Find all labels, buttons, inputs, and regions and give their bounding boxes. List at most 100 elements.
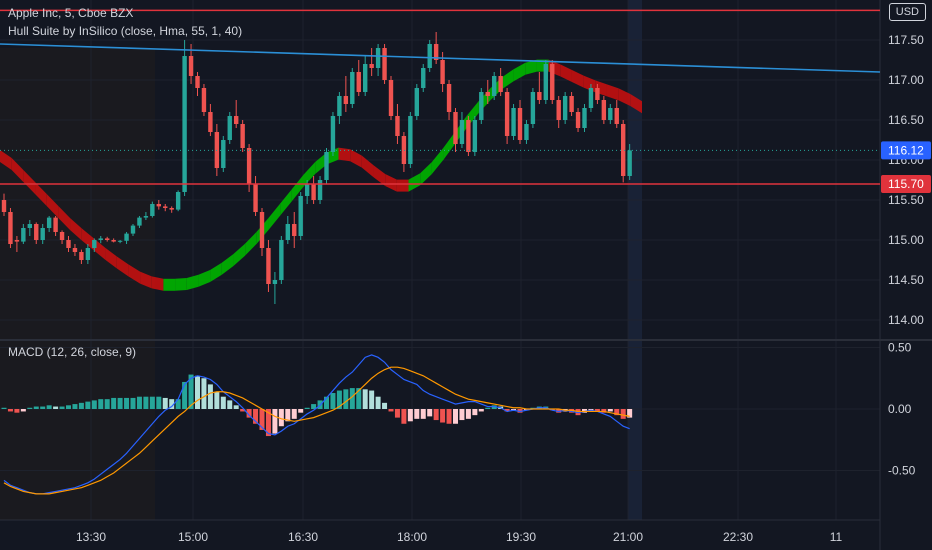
macd-histogram-bar (46, 405, 52, 409)
macd-histogram-bar (420, 409, 426, 419)
candle-body (46, 217, 52, 228)
macd-histogram-bar (491, 405, 497, 409)
candle-body (208, 112, 213, 132)
macd-legend: MACD (12, 26, close, 9) (8, 345, 137, 359)
macd-histogram-bar (478, 409, 484, 412)
hull-band-segment (58, 206, 71, 230)
candle-body (575, 112, 581, 128)
time-tick-label: 19:30 (506, 530, 536, 544)
candle-body (201, 88, 207, 112)
hull-band-segment (525, 59, 537, 75)
candle-body (446, 84, 452, 112)
candle-body (556, 100, 561, 120)
candle-body (388, 80, 394, 116)
price-tick-label: 117.50 (888, 33, 924, 47)
candle-body (259, 212, 265, 248)
candle-body (227, 116, 232, 140)
price-tick-label: 115.00 (888, 233, 924, 247)
macd-histogram-bar (136, 396, 142, 409)
macd-histogram-bar (440, 409, 446, 423)
macd-histogram-bar (369, 390, 375, 409)
hull-band-segment (443, 131, 456, 160)
time-tick-label: 15:00 (178, 530, 208, 544)
price-tick-label: 116.50 (888, 113, 924, 127)
hull-band-segment (513, 62, 526, 82)
candle-body (253, 184, 258, 212)
candle-body (92, 240, 97, 248)
candle-body (369, 64, 374, 68)
candle-body (221, 140, 226, 168)
candle-body (292, 224, 297, 236)
macd-histogram-bar (356, 388, 362, 409)
macd-tick-label: 0.00 (888, 402, 912, 416)
macd-histogram-bar (324, 396, 329, 409)
candle-body (304, 184, 310, 196)
time-tick-label: 22:30 (723, 530, 753, 544)
candle-body (298, 196, 303, 236)
hull-band-segment (560, 64, 572, 82)
candle-body (240, 124, 245, 148)
candle-body (350, 72, 355, 104)
macd-histogram-bar (59, 406, 65, 409)
macd-histogram-bar (330, 393, 336, 409)
candle-body (614, 108, 619, 124)
candle-body (343, 96, 349, 104)
macd-histogram-bar (394, 409, 400, 418)
macd-histogram-bar (124, 397, 130, 409)
candle-body (150, 204, 155, 216)
macd-tick-label: -0.50 (888, 464, 916, 478)
macd-histogram-bar (427, 409, 433, 417)
macd-histogram-bar (85, 401, 91, 409)
macd-histogram-bar (98, 399, 104, 409)
currency-badge[interactable]: USD (888, 3, 926, 21)
candle-body (498, 76, 503, 92)
hull-band-segment (23, 170, 36, 194)
price-tick-label: 114.50 (888, 273, 924, 287)
macd-histogram-bar (582, 409, 587, 413)
candle-body (595, 88, 600, 100)
hull-band-segment (128, 264, 141, 284)
macd-histogram-bar (66, 405, 71, 409)
candle-body (188, 56, 194, 76)
candle-body (562, 96, 568, 120)
candle-body (98, 238, 103, 240)
candle-body (453, 112, 458, 144)
candle-body (588, 88, 594, 108)
candle-body (66, 240, 71, 248)
macd-histogram-bar (162, 397, 168, 409)
macd-histogram-bar (104, 399, 110, 409)
candle-body (408, 116, 413, 164)
macd-histogram-bar (627, 409, 633, 418)
candle-body (537, 92, 542, 100)
macd-histogram-bar (362, 389, 368, 409)
time-tick-label: 16:30 (288, 530, 318, 544)
candle-body (8, 212, 13, 244)
macd-histogram-bar (227, 400, 233, 409)
hull-band-segment (116, 256, 129, 277)
candle-body (530, 92, 536, 124)
extended-hours-shade (0, 48, 155, 520)
candle-body (382, 48, 387, 80)
macd-histogram-bar (472, 409, 478, 416)
candle-body (492, 76, 497, 96)
candle-body (375, 48, 381, 68)
price-badge-label: 115.70 (888, 177, 924, 191)
macd-histogram-bar (278, 409, 284, 427)
candle-body (517, 108, 523, 140)
macd-tick-label: 0.50 (888, 341, 912, 355)
macd-histogram-bar (214, 391, 220, 409)
candle-body (511, 108, 516, 136)
macd-histogram-bar (233, 405, 239, 409)
macd-histogram-bar (169, 399, 175, 409)
candle-body (433, 44, 439, 60)
candle-body (137, 217, 142, 226)
hull-band-segment (70, 218, 82, 241)
candle-body (182, 56, 187, 192)
candle-body (472, 120, 478, 152)
macd-histogram-bar (401, 409, 407, 424)
hull-band-segment (105, 247, 117, 269)
hull-band-segment (630, 94, 642, 114)
macd-histogram-bar (156, 396, 162, 409)
